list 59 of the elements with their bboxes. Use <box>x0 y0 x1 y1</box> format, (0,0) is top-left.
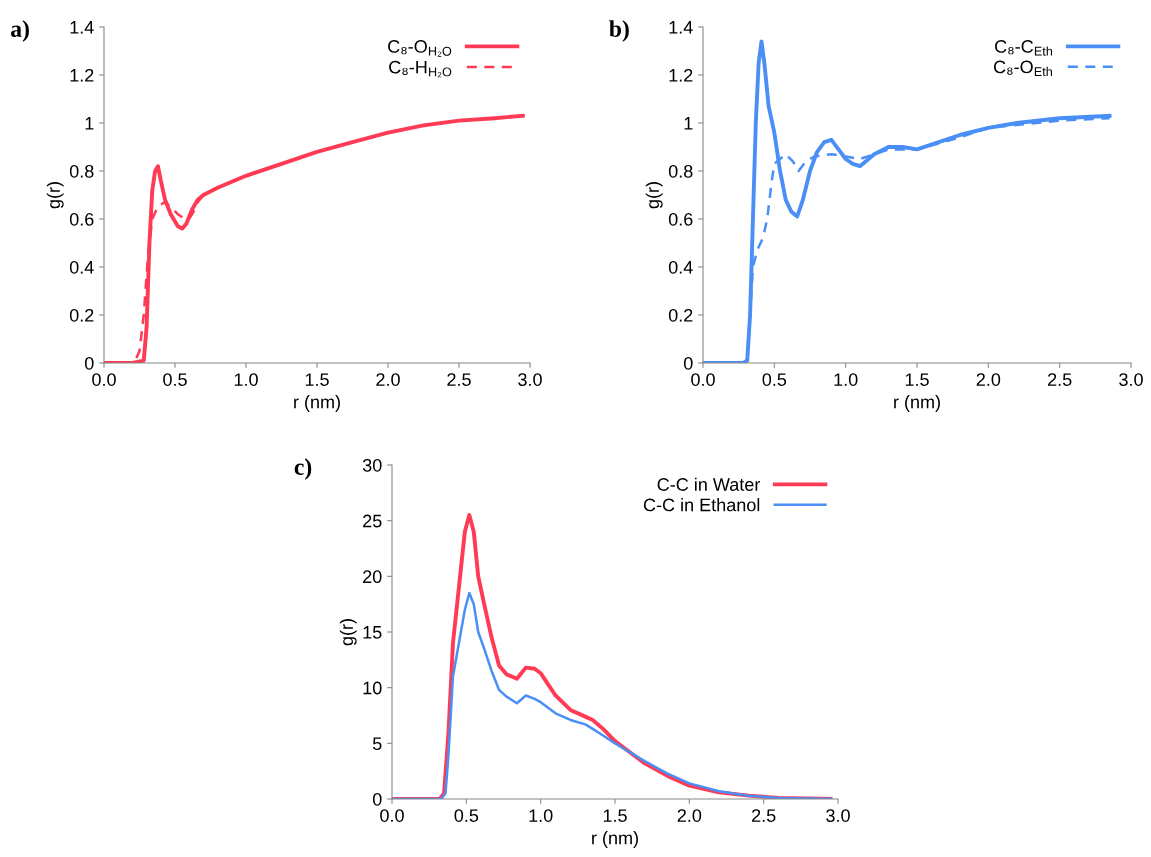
x-tick-label: 0.0 <box>92 373 116 386</box>
x-tick-label: 1.5 <box>603 809 627 822</box>
x-tick-label: 1.0 <box>834 373 858 386</box>
y-tick-label: 1 <box>684 117 693 130</box>
y-tick-label: 0.6 <box>69 212 94 226</box>
y-tick-label: 0.8 <box>668 164 693 178</box>
legend-label: C₈-C$_{Eth}$ <box>995 40 1053 56</box>
x-tick-label: 0.0 <box>691 373 715 386</box>
x-tick-label: 2.5 <box>752 809 776 822</box>
legend-label: C-C in Ethanol <box>643 498 760 512</box>
y-tick-label: 1.4 <box>70 21 94 34</box>
y-tick-label: 30 <box>362 458 382 472</box>
legend-label: C₈-H$_{H₂O}$ <box>389 60 452 78</box>
x-tick-label: 0.0 <box>380 809 404 822</box>
x-tick-label: 2.0 <box>976 373 1001 386</box>
text: a) <box>11 20 29 42</box>
y-tick-label: 5 <box>372 737 382 751</box>
y-tick-label: 0.8 <box>69 164 94 178</box>
x-tick-label: 1.0 <box>234 373 258 386</box>
y-tick-label: 25 <box>363 514 382 528</box>
y-tick-label: 10 <box>363 681 382 695</box>
y-tick-label: 20 <box>363 570 382 584</box>
y-tick-label: 15 <box>363 626 382 639</box>
x-axis-title: r (nm) <box>294 395 340 412</box>
y-tick-label: 0.4 <box>69 260 94 274</box>
x-tick-label: 2.0 <box>677 809 702 822</box>
y-tick-label: 1.2 <box>70 68 94 82</box>
x-tick-label: 3.0 <box>826 809 850 822</box>
x-tick-label: 2.0 <box>376 373 400 386</box>
x-tick-label: 0.5 <box>454 809 479 822</box>
y-tick-label: 0 <box>84 356 94 370</box>
x-tick-label: 2.5 <box>447 373 471 386</box>
x-tick-label: 2.5 <box>1048 373 1072 386</box>
y-tick-label: 1 <box>85 117 94 130</box>
y-tick-label: 1.4 <box>669 21 693 34</box>
x-tick-label: 0.5 <box>762 373 787 386</box>
y-axis-title: g(r) <box>339 619 357 646</box>
y-tick-label: 0 <box>372 792 382 806</box>
y-tick-label: 0.2 <box>69 308 94 322</box>
x-axis-title: r (nm) <box>592 831 638 848</box>
x-tick-label: 0.5 <box>163 373 187 386</box>
x-tick-label: 1.5 <box>905 373 929 386</box>
x-tick-label: 3.0 <box>1119 373 1143 386</box>
legend-label: C₈-O$_{Eth}$ <box>993 60 1052 77</box>
legend-label: C-C in Water <box>657 477 761 491</box>
y-tick-label: 0.4 <box>668 260 693 274</box>
x-tick-label: 1.0 <box>529 809 553 822</box>
x-tick-label: 1.5 <box>305 373 329 386</box>
x-tick-label: 3.0 <box>518 373 542 386</box>
y-tick-label: 0.2 <box>668 308 693 322</box>
y-axis-title: g(r) <box>645 182 663 209</box>
y-tick-label: 0.6 <box>668 212 693 226</box>
legend-label: C₈-O$_{H₂O}$ <box>388 40 452 57</box>
text: c) <box>294 458 312 480</box>
text: b) <box>609 20 629 42</box>
y-axis-title: g(r) <box>46 182 64 209</box>
y-tick-label: 1.2 <box>669 68 693 82</box>
x-axis-title: r (nm) <box>894 395 940 412</box>
y-tick-label: 0 <box>683 356 693 370</box>
